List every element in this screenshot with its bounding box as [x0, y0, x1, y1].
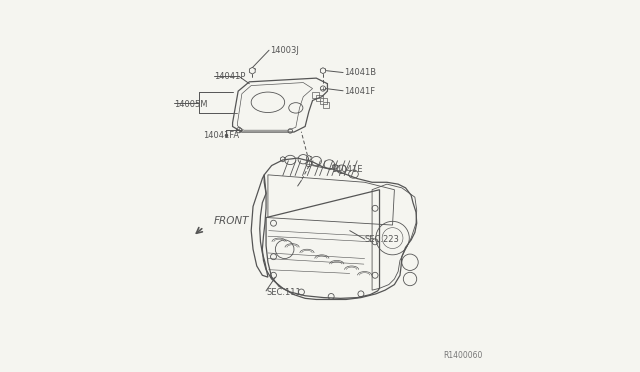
- Text: R1400060: R1400060: [443, 351, 482, 360]
- Text: 14041B: 14041B: [344, 68, 376, 77]
- Text: SEC.223: SEC.223: [365, 235, 399, 244]
- Text: FRONT: FRONT: [214, 217, 250, 226]
- Text: 14041FA: 14041FA: [203, 131, 239, 140]
- Text: 14041E: 14041E: [331, 165, 363, 174]
- Text: 14003J: 14003J: [270, 46, 299, 55]
- Text: 14041P: 14041P: [214, 72, 245, 81]
- Text: 14041F: 14041F: [344, 87, 375, 96]
- Text: 14005M: 14005M: [174, 100, 207, 109]
- Text: SEC.111: SEC.111: [266, 288, 301, 296]
